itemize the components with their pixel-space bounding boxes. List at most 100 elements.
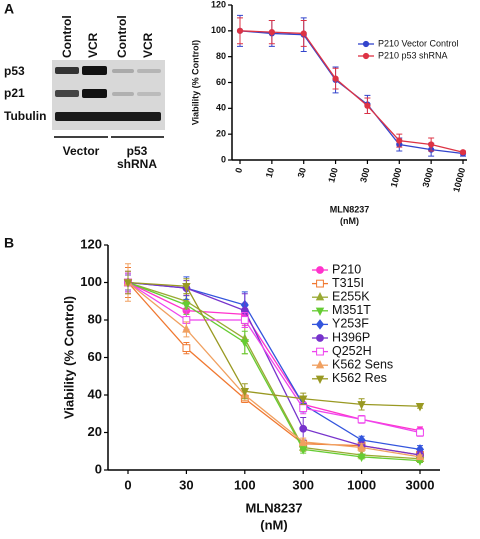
blot-column-label: Control [60,15,74,58]
x-tick-label: 3000 [406,477,435,492]
y-tick-label: 80 [88,311,102,326]
blot-image [52,60,165,138]
legend-marker [362,52,370,60]
legend-marker [316,279,324,288]
legend-label: K562 Res [332,371,387,385]
y-axis-label: Viability (% Control) [190,40,200,125]
marker [332,75,339,82]
x-tick-label: 10000 [451,167,467,194]
marker [298,395,308,404]
legend-marker [315,307,325,316]
marker [182,301,191,311]
y-axis-label: Viability (% Control) [61,296,76,419]
marker [240,316,249,324]
legend-label: K562 Sens [332,357,393,371]
x-tick-label: 300 [292,477,314,492]
x-tick-label: 100 [234,477,256,492]
blot-column-label: VCR [86,32,100,58]
legend-marker [315,319,325,330]
y-tick-label: 20 [216,129,226,139]
x-tick-label: 100 [326,167,340,184]
y-tick-label: 0 [95,461,102,476]
marker [428,141,435,148]
legend-label: T315I [332,276,364,290]
marker [300,30,307,37]
y-tick-label: 100 [80,274,102,289]
series [123,263,425,461]
marker [123,279,133,288]
y-tick-label: 0 [221,154,226,164]
x-axis-label: (nM) [340,216,359,226]
series-line [239,30,464,153]
x-tick-label: 0 [124,477,131,492]
series [123,270,425,412]
marker [298,446,308,455]
marker [236,27,244,34]
legend-marker [316,347,324,356]
marker [240,388,250,397]
blot-group-label: Vector [63,144,100,158]
x-tick-label: 1000 [347,477,376,492]
blot-row-label: p53 [4,64,25,78]
y-tick-label: 120 [211,0,226,9]
marker [416,428,424,437]
x-tick-label: 3000 [421,167,436,189]
marker [268,29,275,36]
series-line [127,281,421,462]
legend-marker [362,40,370,48]
blot-column-label: Control [115,15,129,58]
x-tick-label: 300 [358,167,372,184]
blot-column-label: VCR [141,32,155,58]
marker [415,403,425,412]
series-line [127,281,421,460]
marker [182,283,191,292]
y-tick-label: 20 [88,424,102,439]
y-tick-label: 60 [88,349,102,364]
legend-marker [315,375,325,384]
y-tick-label: 40 [88,386,102,401]
legend-marker [316,266,324,274]
marker [182,324,191,333]
marker [299,404,308,413]
blot-group-label: p53 [127,144,148,158]
marker [240,339,250,348]
y-tick-label: 80 [216,51,226,61]
marker [298,436,308,446]
y-tick-label: 120 [80,236,102,251]
legend-marker [315,360,325,369]
legend-label: P210 Vector Control [378,38,459,48]
legend-label: M351T [332,303,371,317]
legend-label: Y253F [332,317,369,331]
legend-label: H396P [332,330,370,344]
series [236,17,467,156]
legend-marker [316,334,324,342]
x-tick-label: 10 [264,167,276,179]
marker [299,424,308,433]
marker [364,102,371,109]
panel-label: B [4,235,14,251]
marker [357,401,366,410]
marker [357,453,366,463]
series [236,14,467,157]
blot-group-label: shRNA [117,157,157,171]
y-tick-label: 40 [216,103,226,113]
series-line [127,281,421,434]
x-tick-label: 30 [179,477,193,492]
x-tick-label: 0 [233,167,244,174]
marker [357,442,366,451]
marker [396,137,403,144]
x-axis-label: MLN8237 [245,500,302,515]
blot-row-label: p21 [4,86,25,100]
blot-row-label: Tubulin [4,109,46,123]
legend-label: E255K [332,289,370,303]
panel-label: A [4,1,14,17]
x-tick-label: 30 [296,167,308,179]
marker [182,344,191,353]
marker [459,149,467,156]
legend-label: P210 p53 shRNA [378,50,448,60]
x-axis-label: MLN8237 [330,204,370,214]
series-line [127,281,421,456]
series-line [127,281,421,458]
y-tick-label: 100 [211,25,226,35]
